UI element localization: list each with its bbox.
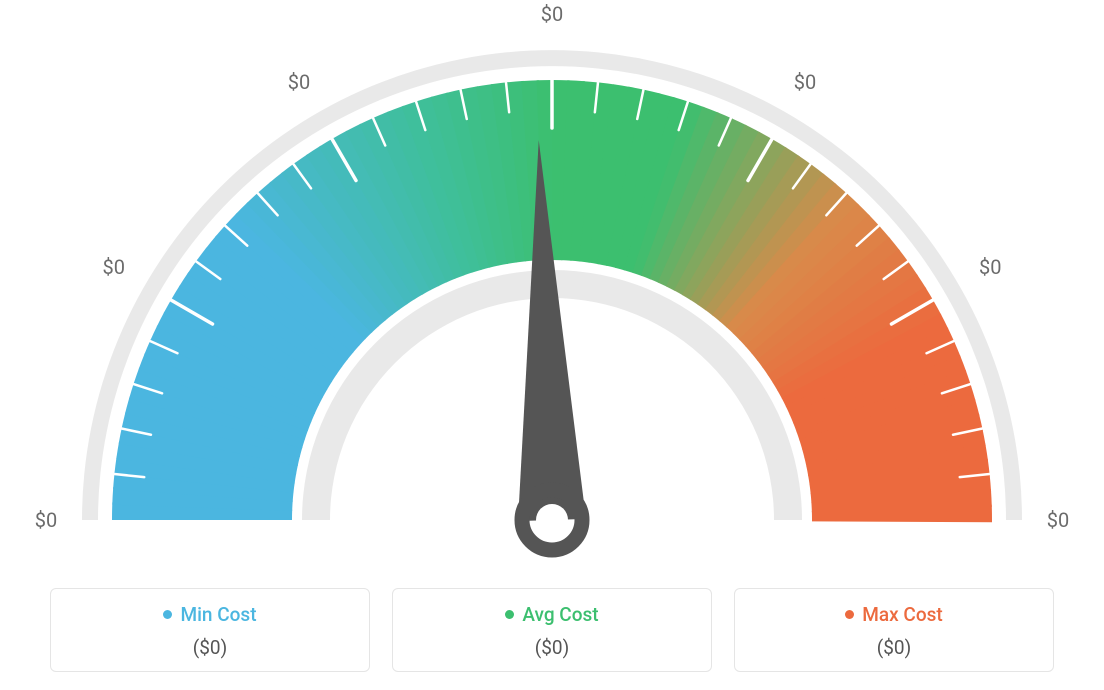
legend-title-min: Min Cost: [163, 603, 256, 626]
legend-title-max: Max Cost: [845, 603, 942, 626]
gauge-scale-label: $0: [103, 255, 125, 279]
legend-label-avg: Avg Cost: [522, 603, 598, 626]
legend-label-min: Min Cost: [180, 603, 256, 626]
legend-label-max: Max Cost: [862, 603, 942, 626]
gauge: $0 $0 $0 $0 $0 $0 $0: [0, 0, 1104, 560]
legend-value-avg: ($0): [403, 636, 701, 659]
gauge-scale-label: $0: [35, 508, 57, 532]
legend-card-max: Max Cost ($0): [734, 588, 1054, 672]
gauge-svg: [52, 20, 1052, 580]
legend-card-avg: Avg Cost ($0): [392, 588, 712, 672]
gauge-scale-label: $0: [541, 2, 563, 26]
gauge-scale-label: $0: [288, 70, 310, 94]
chart-container: $0 $0 $0 $0 $0 $0 $0 Min Cost ($0) Avg Cost ($…: [0, 0, 1104, 690]
legend-dot-max: [845, 610, 854, 619]
gauge-scale-label: $0: [1047, 508, 1069, 532]
legend-dot-avg: [505, 610, 514, 619]
legend-card-min: Min Cost ($0): [50, 588, 370, 672]
gauge-scale-label: $0: [794, 70, 816, 94]
legend-value-min: ($0): [61, 636, 359, 659]
legend-title-avg: Avg Cost: [505, 603, 598, 626]
gauge-scale-label: $0: [979, 255, 1001, 279]
legend-dot-min: [163, 610, 172, 619]
legend-value-max: ($0): [745, 636, 1043, 659]
legend-row: Min Cost ($0) Avg Cost ($0) Max Cost ($0…: [0, 588, 1104, 672]
